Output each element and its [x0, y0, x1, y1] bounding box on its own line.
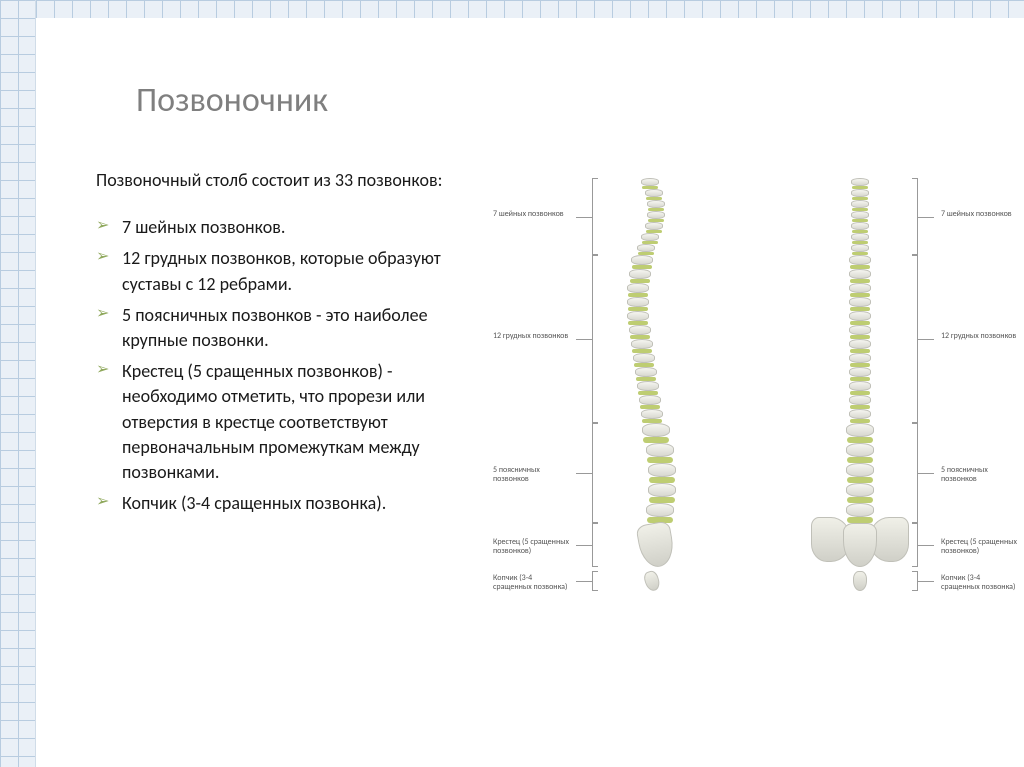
coccyx: [642, 569, 661, 592]
label-leader-line: [576, 473, 592, 474]
cervical-vertebra: [645, 189, 663, 197]
thoracic-vertebra: [633, 353, 655, 363]
thoracic-vertebra: [849, 339, 871, 349]
list-item: 5 поясничных позвонков - это наиболее кр…: [96, 303, 486, 353]
lumbar-vertebra: [648, 483, 676, 497]
thoracic-vertebra: [849, 409, 871, 419]
diagram-column: 7 шейных позвонков12 грудных позвонков5 …: [516, 168, 994, 737]
segment-bracket: [592, 178, 598, 255]
thoracic-vertebra: [637, 381, 659, 391]
label-leader-line: [918, 473, 934, 474]
segment-label: 5 поясничных позвонков: [938, 465, 1020, 485]
thoracic-vertebra: [627, 311, 649, 321]
list-item: Копчик (3-4 сращенных позвонка).: [96, 491, 486, 516]
thoracic-vertebra: [849, 353, 871, 363]
thoracic-vertebra: [849, 255, 871, 265]
lumbar-vertebra: [846, 503, 874, 517]
cervical-vertebra: [637, 244, 655, 252]
bullet-list: 7 шейных позвонков. 12 грудных позвонков…: [96, 215, 486, 516]
lumbar-vertebra: [642, 423, 670, 437]
list-item: 7 шейных позвонков.: [96, 215, 486, 240]
label-leader-line: [918, 545, 934, 546]
thoracic-vertebra: [849, 367, 871, 377]
intervertebral-disc: [643, 437, 669, 443]
spine-diagram-wrap: 7 шейных позвонков12 грудных позвонков5 …: [516, 168, 994, 728]
coccyx: [853, 571, 867, 591]
segment-bracket: [592, 423, 598, 523]
slide-content: Позвоночник Позвоночный столб состоит из…: [36, 18, 1024, 767]
lumbar-vertebra: [846, 483, 874, 497]
label-leader-line: [576, 217, 592, 218]
thoracic-vertebra: [641, 409, 663, 419]
spine-lateral-view: 7 шейных позвонков12 грудных позвонков5 …: [620, 168, 680, 708]
label-leader-line: [918, 339, 934, 340]
lumbar-vertebra: [846, 443, 874, 457]
label-leader-line: [576, 339, 592, 340]
sacrum: [635, 520, 676, 569]
segment-label: 12 грудных позвонков: [938, 331, 1020, 342]
lumbar-vertebra: [646, 443, 674, 457]
segment-bracket: [592, 571, 598, 591]
thoracic-vertebra: [849, 395, 871, 405]
cervical-vertebra: [647, 211, 665, 219]
label-leader-line: [918, 217, 934, 218]
thoracic-vertebra: [849, 283, 871, 293]
thoracic-vertebra: [849, 269, 871, 279]
cervical-vertebra: [851, 222, 869, 230]
segment-label: Копчик (3-4 сращенных позвонка): [490, 573, 572, 593]
thoracic-vertebra: [627, 283, 649, 293]
thoracic-vertebra: [631, 255, 653, 265]
cervical-vertebra: [851, 211, 869, 219]
segment-label: 5 поясничных позвонков: [490, 465, 572, 485]
lumbar-vertebra: [846, 423, 874, 437]
segment-label: Копчик (3-4 сращенных позвонка): [938, 573, 1020, 593]
list-item: 12 грудных позвонков, которые образуют с…: [96, 246, 486, 296]
segment-label: Крестец (5 сращенных позвонков): [490, 537, 572, 557]
cervical-vertebra: [851, 200, 869, 208]
cervical-vertebra: [851, 233, 869, 241]
segment-label: 12 грудных позвонков: [490, 331, 572, 342]
segment-label: 7 шейных позвонков: [490, 209, 572, 220]
thoracic-vertebra: [639, 395, 661, 405]
segment-label: 7 шейных позвонков: [938, 209, 1020, 220]
thoracic-vertebra: [629, 269, 651, 279]
label-leader-line: [576, 545, 592, 546]
segment-label: Крестец (5 сращенных позвонков): [938, 537, 1020, 557]
intro-paragraph: Позвоночный столб состоит из 33 позвонко…: [96, 168, 486, 193]
text-column: Позвоночный столб состоит из 33 позвонко…: [96, 168, 486, 737]
list-item: Крестец (5 сращенных позвонков) - необхо…: [96, 359, 486, 485]
thoracic-vertebra: [631, 339, 653, 349]
lumbar-vertebra: [646, 503, 674, 517]
label-leader-line: [918, 581, 934, 582]
cervical-vertebra: [851, 178, 869, 186]
slide-title: Позвоночник: [136, 80, 328, 121]
cervical-vertebra: [851, 189, 869, 197]
cervical-vertebra: [641, 178, 659, 186]
decorative-grid-top: [0, 0, 1024, 18]
thoracic-vertebra: [849, 381, 871, 391]
lumbar-vertebra: [648, 463, 676, 477]
cervical-vertebra: [647, 200, 665, 208]
decorative-grid-left: [0, 0, 36, 767]
thoracic-vertebra: [629, 325, 651, 335]
cervical-vertebra: [645, 222, 663, 230]
thoracic-vertebra: [849, 311, 871, 321]
label-leader-line: [576, 581, 592, 582]
thoracic-vertebra: [849, 297, 871, 307]
thoracic-vertebra: [635, 367, 657, 377]
thoracic-vertebra: [849, 325, 871, 335]
content-row: Позвоночный столб состоит из 33 позвонко…: [96, 168, 994, 737]
cervical-vertebra: [851, 244, 869, 252]
thoracic-vertebra: [627, 297, 649, 307]
segment-bracket: [592, 255, 598, 423]
spine-posterior-view: 7 шейных позвонков12 грудных позвонков5 …: [830, 168, 890, 708]
segment-bracket: [592, 523, 598, 567]
lumbar-vertebra: [846, 463, 874, 477]
cervical-vertebra: [641, 233, 659, 241]
